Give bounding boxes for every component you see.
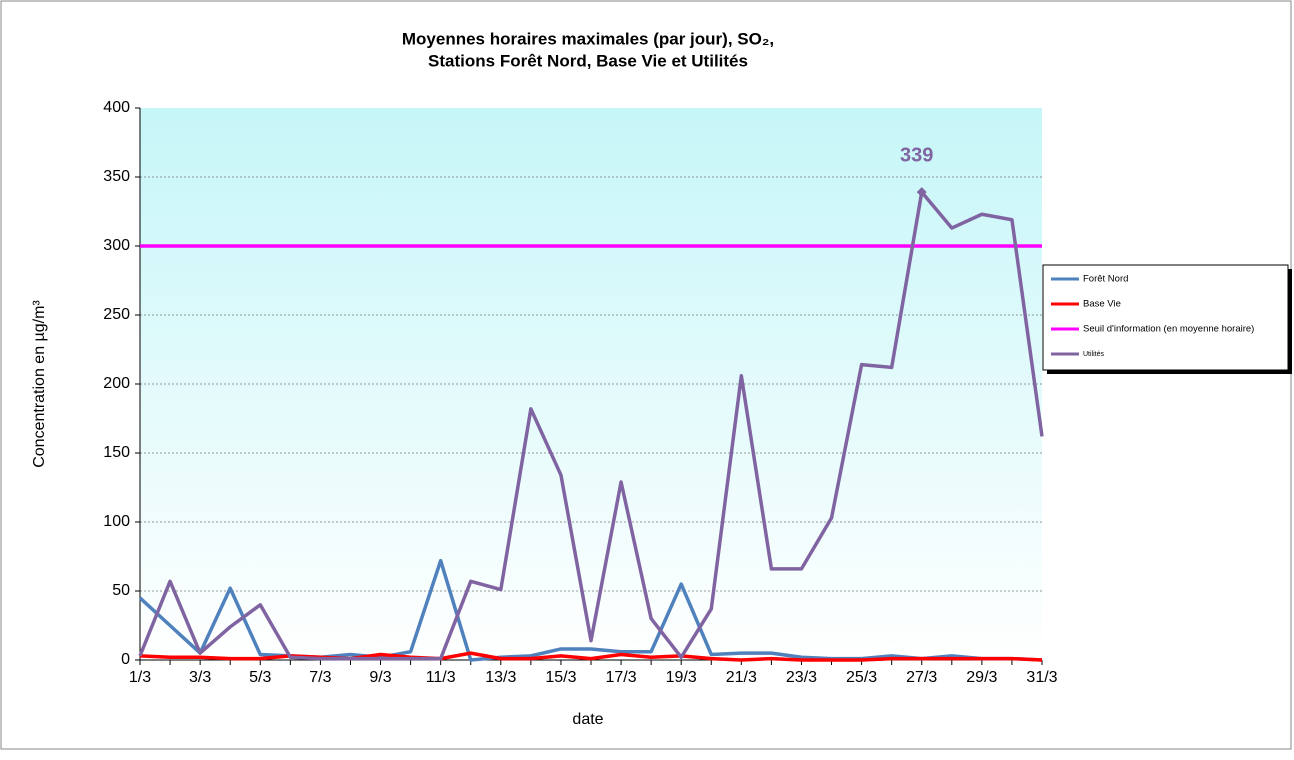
x-tick-label: 15/3: [545, 669, 576, 686]
y-tick-label: 350: [103, 168, 130, 185]
legend-label: Forêt Nord: [1083, 274, 1128, 285]
legend-label: Base Vie: [1083, 299, 1121, 310]
x-tick-label: 3/3: [189, 669, 211, 686]
x-tick-label: 9/3: [369, 669, 391, 686]
y-tick-label: 150: [103, 444, 130, 461]
y-tick-label: 100: [103, 513, 130, 530]
y-tick-label: 0: [121, 651, 130, 668]
y-axis-label: Concentration en µg/m³: [31, 300, 48, 468]
chart-title: Stations Forêt Nord, Base Vie et Utilité…: [428, 51, 748, 70]
legend: [1042, 264, 1289, 371]
y-tick-label: 50: [112, 582, 130, 599]
y-tick-label: 300: [103, 237, 130, 254]
x-tick-label: 21/3: [726, 669, 757, 686]
x-tick-label: 27/3: [906, 669, 937, 686]
plot-area: [140, 108, 1042, 660]
y-tick-label: 250: [103, 306, 130, 323]
x-tick-label: 31/3: [1026, 669, 1057, 686]
x-tick-label: 13/3: [485, 669, 516, 686]
legend-label: Utilités: [1083, 351, 1105, 358]
x-tick-label: 25/3: [846, 669, 877, 686]
x-tick-label: 5/3: [249, 669, 271, 686]
x-tick-label: 1/3: [129, 669, 151, 686]
x-tick-label: 29/3: [966, 669, 997, 686]
x-tick-label: 17/3: [605, 669, 636, 686]
x-tick-label: 11/3: [426, 669, 456, 686]
x-tick-label: 7/3: [309, 669, 331, 686]
x-tick-label: 19/3: [666, 669, 697, 686]
x-tick-label: 23/3: [786, 669, 817, 686]
chart-title: Moyennes horaires maximales (par jour), …: [402, 29, 774, 48]
x-axis-label: date: [572, 711, 603, 728]
data-marker: [916, 187, 927, 198]
y-tick-label: 200: [103, 375, 130, 392]
data-label: 339: [900, 144, 933, 166]
series-line: [138, 190, 1044, 661]
legend-label: Seuil d'information (en moyenne horaire): [1083, 324, 1254, 335]
y-tick-label: 400: [103, 99, 130, 116]
